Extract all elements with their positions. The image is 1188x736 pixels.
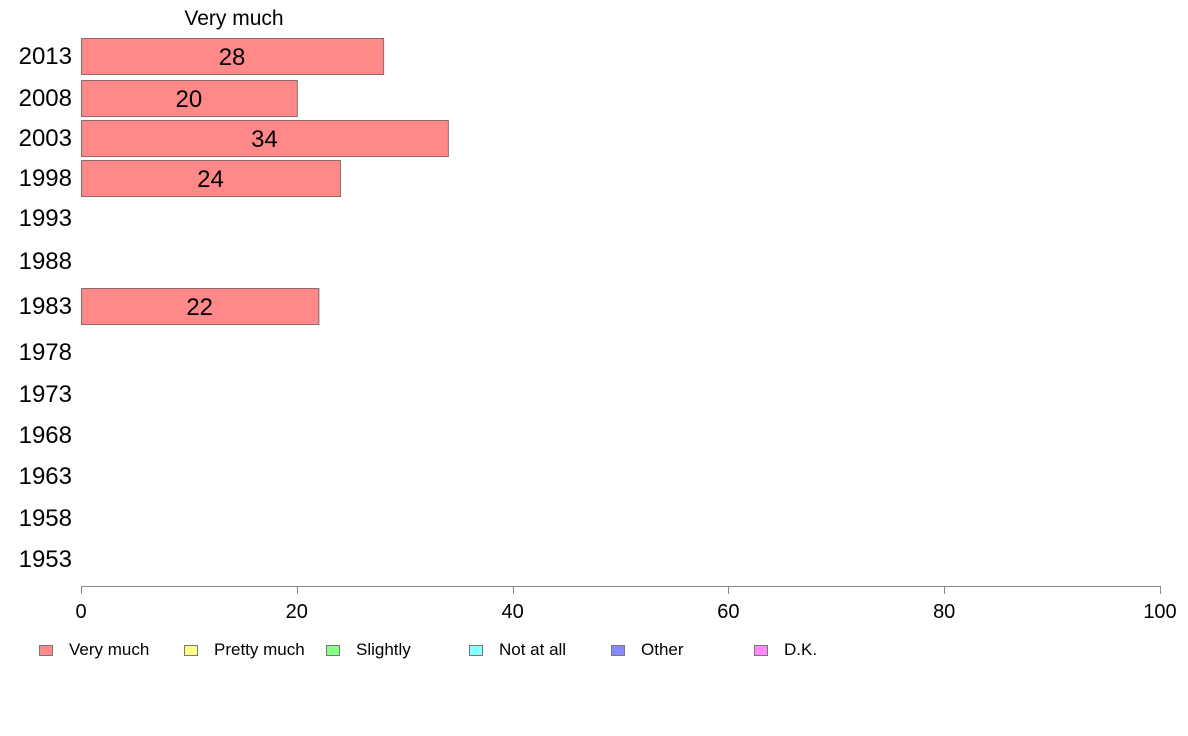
legend-swatch (754, 644, 768, 656)
category-label: 1978 (19, 339, 72, 366)
bar (81, 288, 320, 325)
x-tick-label: 0 (75, 601, 86, 623)
legend-swatch (469, 644, 483, 656)
x-tick-label: 60 (717, 601, 739, 623)
category-label: 1983 (19, 293, 72, 320)
bar-value-label: 22 (186, 294, 213, 321)
bar (81, 120, 449, 157)
category-label: 1973 (19, 381, 72, 408)
x-tick-label: 80 (933, 601, 955, 623)
legend-item: Slightly (326, 639, 411, 661)
category-label: 1958 (19, 505, 72, 532)
legend-swatch (39, 644, 53, 656)
category-label: 1963 (19, 463, 72, 490)
category-label: 1988 (19, 248, 72, 275)
legend-label: D.K. (784, 640, 818, 659)
bar (81, 38, 385, 75)
bar-value-label: 28 (219, 44, 246, 71)
legend-swatch (326, 644, 340, 656)
bar-value-label: 24 (197, 166, 224, 193)
legend-label: Pretty much (214, 640, 305, 659)
legend-swatch (611, 644, 625, 656)
bar-value-label: 34 (251, 126, 278, 153)
category-label: 2008 (19, 85, 72, 112)
category-label: 2003 (19, 125, 72, 152)
x-tick-label: 20 (286, 601, 308, 623)
legend-item: D.K. (754, 639, 817, 661)
legend-item: Very much (39, 639, 149, 661)
x-tick-label: 100 (1143, 601, 1176, 623)
chart-legend: Very much Pretty much Slightly Not at all Ot… (39, 639, 859, 661)
x-tick-label: 40 (501, 601, 523, 623)
bar (81, 80, 298, 117)
category-label: 1993 (19, 205, 72, 232)
legend-item: Pretty much (184, 639, 305, 661)
legend-label: Other (641, 640, 684, 659)
category-label: 2013 (19, 43, 72, 70)
legend-item: Not at all (469, 639, 566, 661)
category-label: 1953 (19, 546, 72, 573)
legend-item: Other (611, 639, 684, 661)
category-label: 1968 (19, 422, 72, 449)
bar (81, 160, 341, 197)
legend-label: Not at all (499, 640, 567, 659)
bar-chart: Very much 2013 2008 2003 1998 1993 1988 1983 197… (19, 7, 1177, 623)
legend-label: Very much (69, 640, 150, 659)
legend-label: Slightly (356, 640, 411, 659)
legend-swatch (184, 644, 198, 656)
category-label: 1998 (19, 165, 72, 192)
column-header: Very much (184, 7, 283, 30)
bar-value-label: 20 (176, 86, 203, 113)
